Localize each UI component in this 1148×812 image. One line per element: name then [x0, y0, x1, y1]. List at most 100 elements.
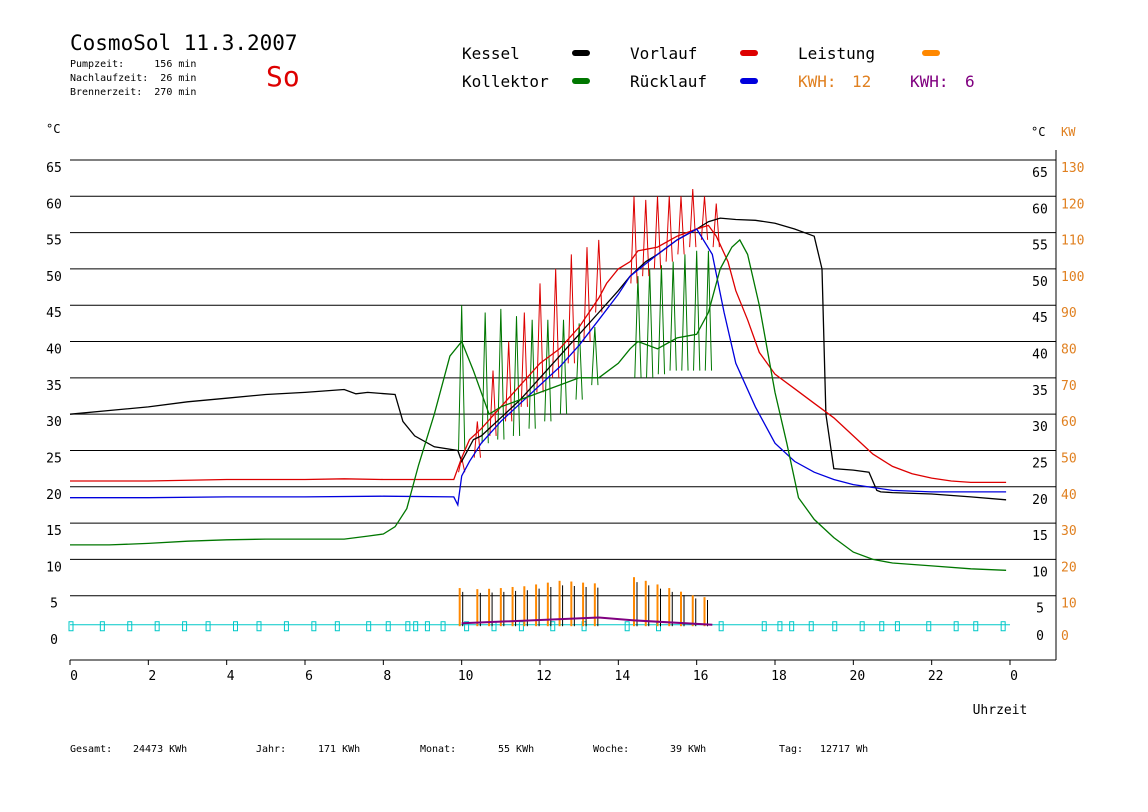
y-tick-label-left: 15: [46, 524, 62, 539]
y2-tick-label: 20: [1061, 560, 1077, 575]
footer-jahr-label: Jahr:: [256, 744, 287, 755]
y2-axis-unit: KW: [1061, 125, 1076, 139]
footer-woche-label: Woche:: [593, 744, 630, 755]
y2-tick-label: 10: [1061, 597, 1077, 612]
legend-kollektor-swatch: [572, 78, 590, 84]
x-tick-label: 0: [70, 669, 78, 684]
y-tick-label-left: 30: [46, 415, 62, 430]
pulse-spike: [646, 268, 654, 378]
y2-tick-label: 0: [1061, 629, 1069, 644]
afterrun-time: Nachlaufzeit: 26 min: [70, 73, 197, 84]
footer-monat-label: Monat:: [420, 744, 457, 755]
kwh-orange-label: KWH:: [798, 72, 837, 91]
pump-marker: [311, 621, 317, 632]
y-tick-label-left: 25: [46, 451, 62, 466]
y2-tick-label: 90: [1061, 306, 1077, 321]
y-axis-unit-left: °C: [46, 122, 60, 136]
pump-marker: [761, 621, 767, 632]
y-tick-label-left: 40: [46, 343, 62, 358]
pump-marker: [385, 621, 391, 632]
pulse-spike: [653, 196, 662, 269]
legend-kessel-label: Kessel: [462, 44, 520, 63]
pulse-spike: [704, 250, 713, 371]
pulse-spike: [591, 326, 599, 386]
y-tick-label-left: 50: [46, 270, 62, 285]
pump-marker: [424, 621, 430, 632]
y2-tick-label: 60: [1061, 415, 1077, 430]
pump-marker: [808, 621, 814, 632]
pulse-spike: [634, 276, 642, 378]
y-tick-label-left: 60: [46, 197, 62, 212]
kwh-purple-value: 6: [965, 72, 975, 91]
y-tick-label-left: 0: [50, 633, 58, 648]
pump-marker: [832, 621, 838, 632]
x-tick-label: 14: [615, 669, 631, 684]
footer-tag-value: 12717 Wh: [820, 744, 869, 755]
y2-tick-label: 130: [1061, 161, 1084, 176]
pulse-spike: [700, 196, 709, 240]
pump-marker: [233, 621, 238, 632]
legend-vorlauf-label: Vorlauf: [630, 44, 698, 63]
weekday-label: So: [266, 60, 300, 93]
pump-marker: [405, 621, 411, 632]
kwh-purple-label: KWH:: [910, 72, 949, 91]
x-tick-label: 16: [693, 669, 709, 684]
pump-time: Pumpzeit: 156 min: [70, 59, 197, 70]
legend-leistung-label: Leistung: [798, 44, 876, 63]
pump-marker: [99, 621, 105, 632]
footer-jahr-value: 171 KWh: [318, 744, 361, 755]
y2-tick-label: 40: [1061, 488, 1077, 503]
y-tick-label-right: 30: [1032, 420, 1048, 435]
y-tick-label-right: 50: [1032, 275, 1048, 290]
y-tick-label-left: 20: [46, 488, 62, 503]
pulse-spike: [665, 196, 673, 262]
y2-tick-label: 100: [1061, 270, 1084, 285]
y-tick-label-right: 40: [1032, 348, 1048, 363]
legend-ruecklauf-swatch: [740, 78, 758, 84]
pulse-spike: [489, 370, 497, 436]
x-tick-label: 4: [227, 669, 235, 684]
y-tick-label-right: 45: [1032, 311, 1048, 326]
y-tick-label-left: 10: [46, 560, 62, 575]
pump-marker: [205, 621, 211, 632]
y-tick-label-right: 15: [1032, 529, 1048, 544]
y-tick-label-right: 55: [1032, 239, 1048, 254]
x-tick-label: 18: [771, 669, 787, 684]
y-tick-label-left: 5: [50, 597, 58, 612]
footer-gesamt-value: 24473 KWh: [133, 744, 188, 755]
chart-title: CosmoSol 11.3.2007: [70, 31, 298, 55]
pulse-spike: [497, 308, 505, 440]
pulse-spike: [583, 247, 591, 342]
pulse-spike: [559, 319, 568, 415]
pulse-spike: [512, 316, 521, 436]
pulse-spike: [677, 196, 685, 255]
pump-marker: [859, 621, 865, 632]
pump-marker: [413, 621, 419, 632]
legend-leistung-swatch: [922, 50, 940, 56]
pump-marker: [440, 621, 446, 632]
y-tick-label-left: 45: [46, 306, 62, 321]
pump-marker: [894, 621, 900, 632]
pump-marker: [926, 621, 932, 632]
y-tick-label-right: 25: [1032, 456, 1048, 471]
pump-marker: [624, 621, 630, 632]
pulse-spike: [669, 261, 677, 371]
footer-tag-label: Tag:: [779, 744, 804, 755]
pump-marker: [789, 621, 795, 632]
pump-marker: [518, 621, 524, 632]
y-tick-label-left: 35: [46, 379, 62, 394]
x-tick-label: 22: [928, 669, 944, 684]
pulse-spike: [520, 312, 528, 407]
series-line-vorlauf: [70, 224, 1007, 484]
pump-marker: [334, 621, 340, 632]
series-line-rcklauf: [70, 228, 1007, 508]
y-tick-label-right: 20: [1032, 493, 1048, 508]
pulse-spike: [505, 341, 513, 422]
y-tick-label-right: 60: [1032, 202, 1048, 217]
x-axis-label: Uhrzeit: [973, 703, 1028, 718]
series-line-kollektor: [70, 238, 1007, 571]
series-line-kessel: [69, 217, 1007, 501]
pump-marker: [491, 621, 497, 632]
kwh-baseline: [461, 616, 713, 626]
